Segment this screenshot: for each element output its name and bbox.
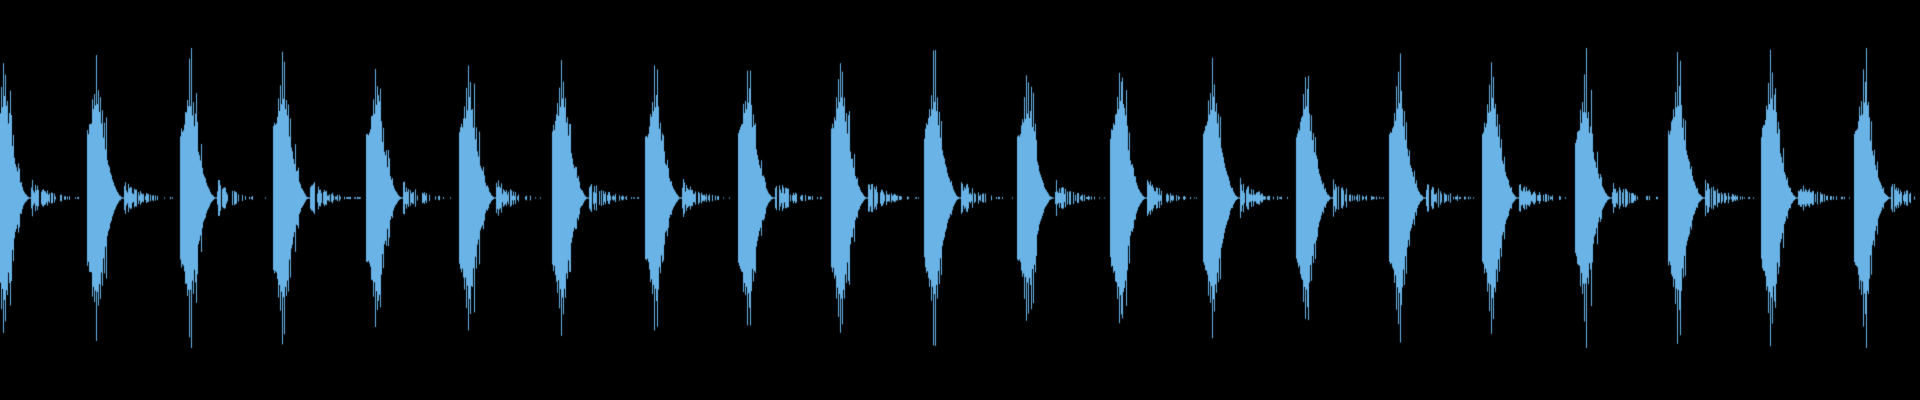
waveform-canvas[interactable]: [0, 0, 1920, 400]
audio-waveform-view[interactable]: [0, 0, 1920, 400]
